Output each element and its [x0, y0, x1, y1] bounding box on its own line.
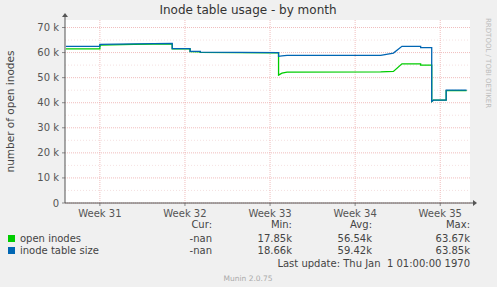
- y-tick-label: 40 k: [37, 97, 59, 108]
- legend-label: inode table size: [20, 245, 99, 256]
- x-tick-label: Week 34: [333, 208, 376, 219]
- x-tick-label: Week 32: [163, 208, 206, 219]
- series-line: [66, 44, 467, 102]
- y-tick-label: 0: [53, 198, 59, 209]
- legend-header: Cur:: [191, 219, 212, 230]
- minor-grid: [65, 65, 470, 66]
- y-tick-label: 30 k: [37, 122, 59, 133]
- minor-grid: [65, 140, 470, 141]
- y-label: number of open inodes: [4, 51, 16, 173]
- x-axis-arrow: [473, 200, 477, 206]
- minor-grid: [65, 40, 470, 41]
- y-tick-label: 20 k: [37, 147, 59, 158]
- legend-stat: -nan: [190, 233, 212, 244]
- legend-swatch: [8, 235, 15, 242]
- x-tick-label: Week 31: [78, 208, 121, 219]
- y-tick-label: 70 k: [37, 22, 59, 33]
- legend-stat: 56.54k: [338, 233, 373, 244]
- series-line: [66, 43, 467, 101]
- grid-line: [184, 20, 185, 203]
- footer: Last update: Thu Jan 1 01:00:00 1970: [277, 258, 470, 269]
- legend-header: Avg:: [350, 219, 372, 230]
- legend-stat: 18.66k: [258, 245, 293, 256]
- legend-stat: 63.85k: [436, 245, 471, 256]
- legend-stat: 63.67k: [436, 233, 471, 244]
- legend-swatch: [8, 247, 15, 254]
- grid-line: [65, 152, 470, 153]
- grid-line: [65, 102, 470, 103]
- watermark: RRDTOOL / TOBI OETIKER: [484, 18, 492, 108]
- legend-label: open inodes: [20, 233, 81, 244]
- credit: Munin 2.0.75: [223, 274, 272, 283]
- y-tick-label: 10 k: [37, 172, 59, 183]
- minor-grid: [65, 90, 470, 91]
- grid-line: [440, 20, 441, 203]
- legend-header: Min:: [271, 219, 292, 230]
- legend-header: Max:: [446, 219, 470, 230]
- title: Inode table usage - by month: [159, 3, 336, 17]
- legend-stat: 59.42k: [338, 245, 373, 256]
- x-axis: [65, 203, 473, 204]
- x-tick-label: Week 35: [419, 208, 462, 219]
- chart: 0 10 k 20 k 30 k 40 k 50 k 60 k 70 k Week 31 Week…: [0, 0, 497, 287]
- y-axis-arrow: [62, 13, 68, 17]
- x-tick-label: Week 33: [248, 208, 291, 219]
- legend-stat: -nan: [190, 245, 212, 256]
- grid-line: [355, 20, 356, 203]
- grid-line: [65, 127, 470, 128]
- grid-line: [270, 20, 271, 203]
- plot-area: [65, 20, 470, 203]
- y-axis: [65, 17, 66, 203]
- series-group: [66, 43, 467, 101]
- grid-line: [65, 77, 470, 78]
- background: [0, 0, 497, 287]
- legend-stat: 17.85k: [258, 233, 293, 244]
- minor-grid: [65, 190, 470, 191]
- grid-line: [65, 177, 470, 178]
- minor-grid: [65, 115, 470, 116]
- y-tick-label: 50 k: [37, 72, 59, 83]
- y-tick-label: 60 k: [37, 47, 59, 58]
- grid-line: [65, 27, 470, 28]
- minor-grid: [65, 165, 470, 166]
